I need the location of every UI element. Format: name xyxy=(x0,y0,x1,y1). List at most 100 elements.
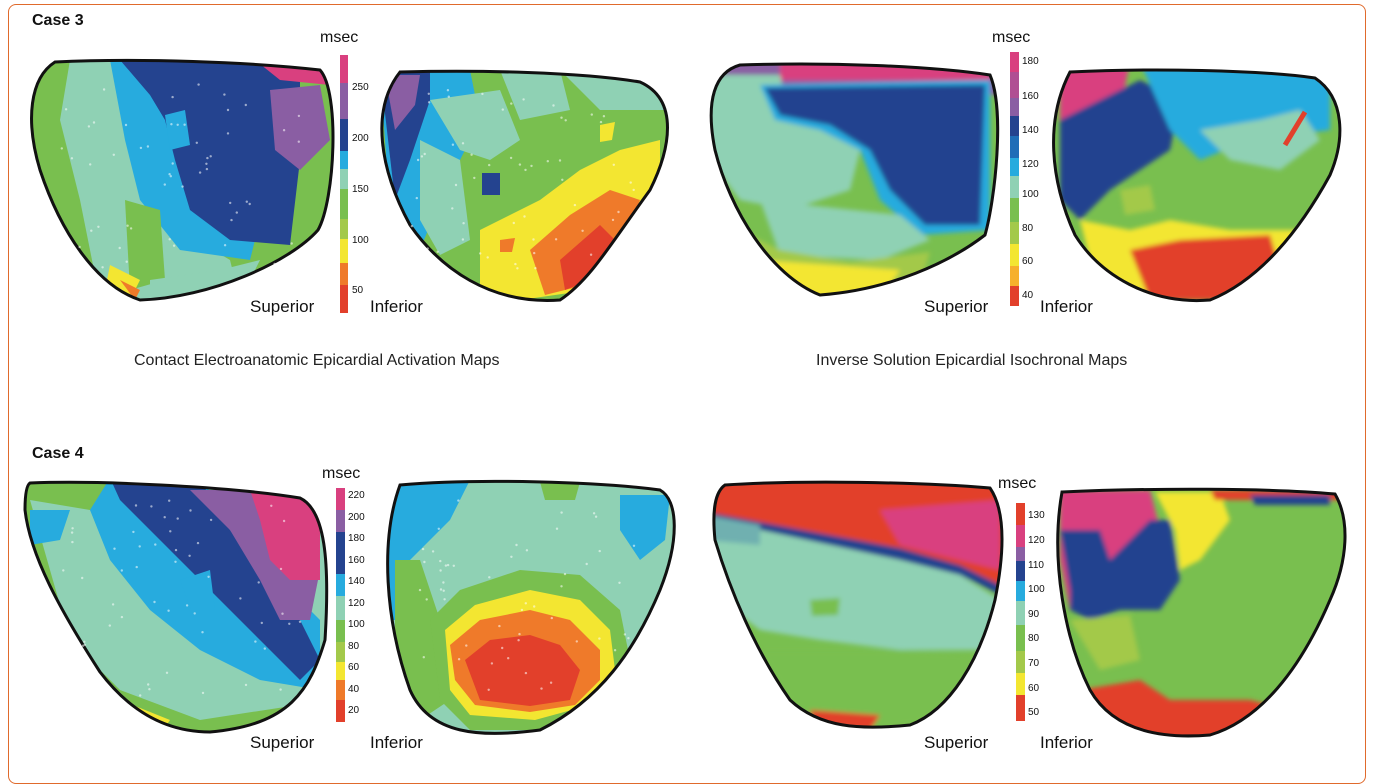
sampling-dot xyxy=(442,581,445,584)
case3-contact-inferior-label: Inferior xyxy=(370,297,423,316)
case4-inverse-inferior-map xyxy=(1057,489,1346,736)
sampling-dot xyxy=(599,120,603,124)
sampling-dot xyxy=(71,540,74,544)
sampling-dot xyxy=(560,116,563,119)
case4-contact-superior-outline xyxy=(23,480,329,734)
sampling-dot xyxy=(163,183,166,186)
sampling-dot xyxy=(171,95,174,99)
case3-contact-tick-100: 100 xyxy=(352,235,369,246)
sampling-dot xyxy=(509,156,513,160)
sampling-dot xyxy=(174,548,178,552)
sampling-dot xyxy=(532,238,535,241)
case4-inverse-tick-100: 100 xyxy=(1028,584,1045,595)
sampling-dot xyxy=(245,200,248,203)
sampling-dot xyxy=(171,162,174,165)
sampling-dot xyxy=(112,153,116,156)
case-3-label: Case 3 xyxy=(32,12,84,29)
sampling-dot xyxy=(439,569,442,572)
sampling-dot xyxy=(176,517,179,520)
sampling-dot xyxy=(281,612,284,615)
sampling-dot xyxy=(60,147,63,150)
sampling-dot xyxy=(501,646,504,650)
sampling-dot xyxy=(516,267,519,270)
sampling-dot xyxy=(554,238,558,241)
case4-contact-tick-80: 80 xyxy=(348,641,360,652)
sampling-dot xyxy=(558,159,562,162)
case4-inverse-tick-110: 110 xyxy=(1028,560,1044,571)
sampling-dot xyxy=(201,691,205,695)
sampling-dot xyxy=(118,246,121,250)
sampling-dot xyxy=(282,519,286,523)
sampling-dot xyxy=(120,569,124,572)
sampling-dot xyxy=(83,640,86,643)
sampling-dot xyxy=(641,658,644,661)
case-4-label: Case 4 xyxy=(32,445,84,462)
sampling-dot xyxy=(594,515,598,518)
sampling-dot xyxy=(111,603,115,606)
case4-inverse-superior-outline xyxy=(712,480,1004,729)
sampling-dot xyxy=(585,562,588,566)
sampling-dot xyxy=(290,242,293,245)
case4-contact-tick-120: 120 xyxy=(348,598,365,609)
sampling-dot xyxy=(561,178,564,181)
sampling-dot xyxy=(64,647,68,650)
sampling-dot xyxy=(126,224,129,227)
case3-contact-tick-50: 50 xyxy=(352,285,364,296)
case3-contact-colorbar xyxy=(340,55,348,313)
sampling-dot xyxy=(102,88,106,91)
sampling-dot xyxy=(193,612,196,615)
sampling-dot xyxy=(481,92,484,96)
sampling-dot xyxy=(512,221,515,225)
sampling-dot xyxy=(533,605,536,608)
sampling-dot xyxy=(623,633,627,636)
sampling-dot xyxy=(197,83,200,86)
sampling-dot xyxy=(627,637,630,640)
case3-contact-tick-200: 200 xyxy=(352,133,369,144)
sampling-dot xyxy=(196,541,200,545)
sampling-dot xyxy=(138,545,141,548)
sampling-dot xyxy=(514,262,517,266)
sampling-dot xyxy=(457,658,461,661)
sampling-dot xyxy=(498,624,501,628)
case4-contact-superior-label: Superior xyxy=(250,733,315,752)
sampling-dot xyxy=(524,168,527,172)
sampling-dot xyxy=(598,637,601,640)
sampling-dot xyxy=(101,266,104,269)
sampling-dot xyxy=(168,238,171,241)
sampling-dot xyxy=(523,215,526,218)
sampling-dot xyxy=(461,238,465,241)
sampling-dot xyxy=(540,687,543,690)
sampling-dot xyxy=(465,644,468,647)
sampling-dot xyxy=(174,560,177,563)
sampling-dot xyxy=(452,564,455,567)
sampling-dot xyxy=(479,252,482,255)
sampling-dot xyxy=(612,697,615,701)
sampling-dot xyxy=(592,512,596,515)
sampling-dot xyxy=(209,518,213,522)
sampling-dot xyxy=(81,576,84,580)
sampling-dot xyxy=(461,142,465,145)
sampling-dot xyxy=(515,543,518,547)
sampling-dot xyxy=(70,531,74,534)
sampling-dot xyxy=(431,550,435,553)
sampling-dot xyxy=(270,504,273,507)
sampling-dot xyxy=(552,104,555,107)
sampling-dot xyxy=(188,554,191,557)
inverse-maps-caption: Inverse Solution Epicardial Isochronal M… xyxy=(816,352,1127,369)
sampling-dot xyxy=(297,114,301,118)
sampling-dot xyxy=(135,565,138,569)
sampling-dot xyxy=(598,549,601,553)
sampling-dot xyxy=(279,567,283,571)
sampling-dot xyxy=(124,123,128,127)
sampling-dot xyxy=(229,201,232,205)
sampling-dot xyxy=(550,616,553,620)
sampling-dot xyxy=(167,609,170,612)
sampling-dot xyxy=(279,688,282,691)
sampling-dot xyxy=(420,155,424,158)
case4-inverse-tick-120: 120 xyxy=(1028,535,1045,546)
case3-inverse-tick-160: 160 xyxy=(1022,91,1039,102)
sampling-dot xyxy=(501,108,504,111)
sampling-dot xyxy=(451,207,454,210)
sampling-dot xyxy=(244,103,247,107)
sampling-dot xyxy=(90,229,93,232)
